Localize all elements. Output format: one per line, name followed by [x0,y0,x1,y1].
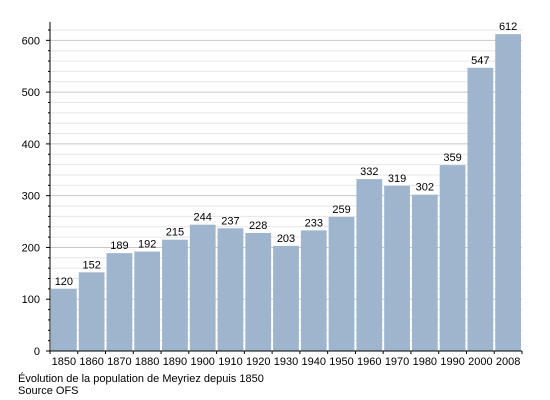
bar-1900 [189,224,216,351]
bar-2000 [467,67,494,351]
x-tick-label: 1970 [385,356,409,368]
x-tick-label: 1860 [79,356,103,368]
bar-1890 [162,239,188,351]
x-tick-label: 1920 [246,356,270,368]
x-tick-label: 1880 [135,356,159,368]
bar-value-label: 359 [443,152,461,164]
x-tick-label: 1910 [218,356,242,368]
x-tick-label: 1850 [52,356,76,368]
bar-value-label: 152 [82,259,100,271]
chart-caption-source: Source OFS [18,385,79,397]
y-tick-label: 400 [22,139,40,151]
bars-layer [51,34,521,351]
bar-value-label: 203 [277,233,295,245]
bar-1960 [356,179,383,351]
bar-value-label: 612 [499,21,517,33]
axis-layer [46,22,523,354]
y-tick-label: 300 [22,191,40,203]
x-tick-label: 1870 [107,356,131,368]
bar-value-label: 547 [471,55,489,67]
bar-1970 [384,185,410,351]
bar-1870 [106,253,133,351]
chart-caption-title: Évolution de la population de Meyriez de… [18,373,264,385]
labels-layer: 120 1850 152 1860 189 1870 192 1880 215 1890 244 19… [22,21,521,368]
bar-value-label: 215 [166,227,184,239]
x-tick-label: 1950 [329,356,353,368]
bar-value-label: 302 [416,182,434,194]
x-tick-label: 1900 [190,356,214,368]
x-tick-label: 2008 [496,356,520,368]
bar-1940 [300,230,327,351]
bar-2008 [495,34,521,351]
bar-1920 [245,232,272,351]
y-tick-label: 200 [22,242,40,254]
x-tick-label: 1890 [163,356,187,368]
x-tick-label: 1940 [302,356,326,368]
bar-value-label: 228 [249,220,267,232]
bar-1930 [273,245,299,351]
x-tick-label: 1990 [440,356,464,368]
bar-value-label: 259 [332,204,350,216]
bar-value-label: 233 [305,217,323,229]
bar-1990 [439,165,466,351]
bar-value-label: 120 [55,276,73,288]
x-tick-label: 1960 [357,356,381,368]
y-tick-label: 500 [22,87,40,99]
y-tick-label: 600 [22,35,40,47]
y-tick-label: 0 [34,346,40,358]
x-tick-label: 2000 [468,356,492,368]
bar-1910 [217,228,244,351]
bar-value-label: 332 [360,166,378,178]
bar-1950 [328,216,355,351]
bar-1980 [411,194,438,351]
x-tick-label: 1930 [274,356,298,368]
bar-value-label: 237 [221,215,239,227]
x-tick-label: 1980 [413,356,437,368]
bar-value-label: 244 [194,212,212,224]
bar-1850 [51,288,77,351]
bar-value-label: 192 [138,239,156,251]
bar-value-label: 189 [110,240,128,252]
bar-1860 [78,272,105,351]
y-tick-label: 100 [22,294,40,306]
bar-value-label: 319 [388,173,406,185]
bar-1880 [134,251,161,351]
